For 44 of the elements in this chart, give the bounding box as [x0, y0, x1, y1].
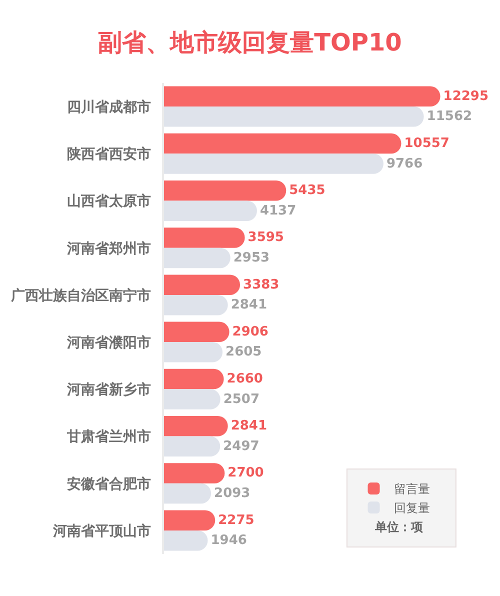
legend-label: 留言量: [394, 482, 430, 496]
data-label: 2841: [230, 418, 268, 434]
y-tick-label: 四川省成都市: [67, 98, 152, 116]
data-label: 2605: [226, 344, 262, 360]
data-label: 2093: [214, 486, 250, 501]
y-tick-label: 甘肃省兰州市: [66, 428, 152, 446]
data-label: 4137: [260, 203, 296, 218]
y-tick-label: 山西省太原市: [67, 192, 152, 210]
bar: [164, 133, 402, 154]
bar: [164, 368, 224, 390]
bar: [164, 180, 286, 201]
bar: [164, 510, 216, 530]
data-label: 9766: [386, 156, 423, 172]
y-tick-label: 广西壮族自治区南宁市: [10, 286, 152, 304]
data-label: 2841: [230, 298, 268, 313]
bar: [164, 416, 228, 436]
data-label: 11562: [426, 109, 472, 124]
y-tick-label: 河南省郑州市: [66, 240, 152, 257]
data-label: 5435: [289, 183, 326, 198]
data-label: 2700: [228, 466, 264, 481]
bar: [164, 228, 245, 248]
y-tick-label: 陕西省西安市: [67, 146, 152, 163]
bar: [164, 86, 440, 107]
data-label: 3595: [248, 230, 284, 246]
data-label: 2275: [218, 512, 254, 528]
data-label: 3383: [243, 277, 280, 292]
data-label: 10557: [404, 136, 450, 152]
bar: [164, 463, 225, 484]
y-tick-label: 安徽省合肥市: [67, 475, 152, 492]
data-label: 2507: [223, 392, 260, 407]
chart-title: 副省、地市级回复量TOP10: [98, 28, 402, 56]
data-label: 2953: [233, 250, 270, 266]
data-label: 2497: [223, 438, 260, 454]
bar: [164, 322, 230, 342]
y-tick-label: 河南省平顶山市: [52, 522, 152, 540]
bar: [164, 274, 240, 295]
data-label: 1946: [210, 533, 247, 548]
y-tick-label: 河南省新乡市: [66, 381, 152, 398]
legend-label: 回复量: [394, 501, 430, 516]
y-tick-label: 河南省濮阳市: [66, 334, 152, 351]
annotation: 单位：项: [374, 520, 424, 534]
data-label: 2906: [232, 324, 268, 340]
data-label: 12295: [443, 88, 489, 104]
data-label: 2660: [226, 372, 263, 387]
